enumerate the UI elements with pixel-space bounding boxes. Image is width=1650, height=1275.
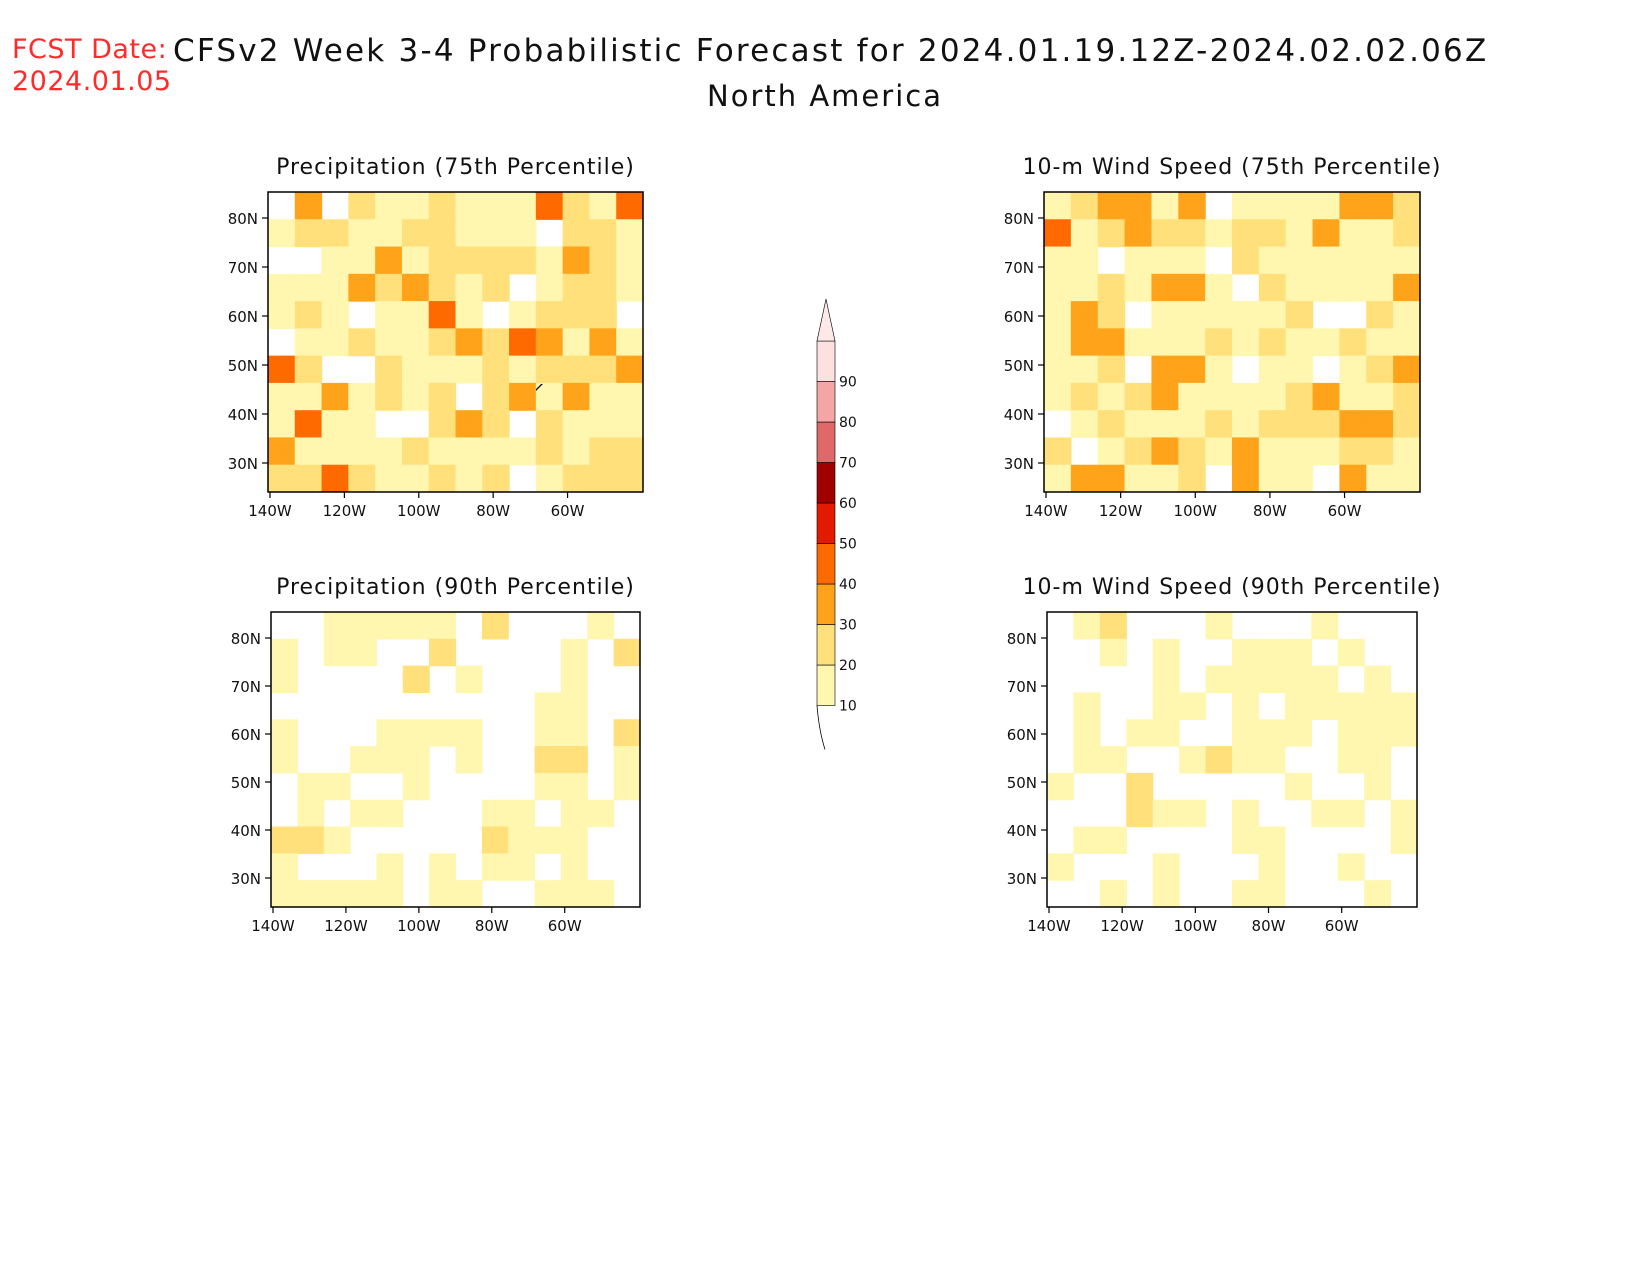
lon-label: 120W xyxy=(1099,502,1143,520)
panel-title: Precipitation (90th Percentile) xyxy=(276,575,635,600)
colorbar-label: 30 xyxy=(839,618,857,634)
colorbar-label: 60 xyxy=(839,496,857,512)
lon-label: 140W xyxy=(1027,917,1071,935)
lon-label: 60W xyxy=(1328,502,1362,520)
lon-label: 80W xyxy=(1252,917,1286,935)
lon-label: 60W xyxy=(551,502,585,520)
lat-label: 60N xyxy=(1004,308,1034,326)
colorbar-label: 40 xyxy=(839,577,857,593)
figure-subtitle: North America xyxy=(707,79,943,113)
map-frame xyxy=(270,611,641,908)
lat-label: 70N xyxy=(1007,678,1037,696)
probability-field xyxy=(1047,612,1417,907)
map-frame xyxy=(267,191,644,493)
map-frame xyxy=(1046,611,1418,908)
lat-label: 60N xyxy=(228,308,258,326)
map-panel-wind-75: 10-m Wind Speed (75th Percentile) 80N 70N 6… xyxy=(1004,155,1442,520)
lat-label: 70N xyxy=(231,678,261,696)
colorbar-label: 50 xyxy=(839,537,857,553)
colorbar-segment xyxy=(816,340,836,382)
lon-label: 60W xyxy=(1325,917,1359,935)
lat-label: 30N xyxy=(228,455,258,473)
lat-label: 50N xyxy=(1007,774,1037,792)
lon-label: 100W xyxy=(397,917,441,935)
lon-label: 100W xyxy=(397,502,441,520)
colorbar-segment xyxy=(816,381,836,423)
colorbar: 10 20 30 40 50 60 70 80 90 xyxy=(816,298,857,750)
lat-label: 40N xyxy=(231,822,261,840)
colorbar-label: 80 xyxy=(839,415,857,431)
colorbar-label: 20 xyxy=(839,658,857,674)
panel-title: Precipitation (75th Percentile) xyxy=(276,155,635,180)
lat-label: 50N xyxy=(1004,357,1034,375)
lat-label: 50N xyxy=(228,357,258,375)
lat-label: 80N xyxy=(1007,630,1037,648)
lon-label: 120W xyxy=(324,917,368,935)
colorbar-segment xyxy=(816,462,836,504)
lon-label: 100W xyxy=(1174,917,1218,935)
lon-label: 140W xyxy=(1024,502,1068,520)
colorbar-top-arrow xyxy=(816,298,836,342)
colorbar-bottom-arrow xyxy=(816,705,826,750)
lat-label: 70N xyxy=(228,259,258,277)
lat-label: 30N xyxy=(1007,870,1037,888)
lon-label: 100W xyxy=(1174,502,1218,520)
map-panel-wind-90: 10-m Wind Speed (90th Percentile) 80N 70N 6… xyxy=(1007,575,1442,935)
fcst-date-label: FCST Date: xyxy=(12,34,168,65)
lat-label: 80N xyxy=(231,630,261,648)
colorbar-segment xyxy=(816,421,836,463)
lat-label: 70N xyxy=(1004,259,1034,277)
lat-label: 60N xyxy=(231,726,261,744)
colorbar-segment xyxy=(816,502,836,544)
lat-label: 30N xyxy=(231,870,261,888)
colorbar-segment xyxy=(816,664,836,706)
lon-label: 80W xyxy=(1253,502,1287,520)
lat-label: 30N xyxy=(1004,455,1034,473)
colorbar-label: 70 xyxy=(839,456,857,472)
colorbar-segment xyxy=(816,624,836,666)
panel-title: 10-m Wind Speed (75th Percentile) xyxy=(1023,155,1442,180)
colorbar-label: 10 xyxy=(839,699,857,715)
lon-label: 140W xyxy=(248,502,292,520)
figure-title: CFSv2 Week 3-4 Probabilistic Forecast fo… xyxy=(173,33,1489,69)
lon-label: 80W xyxy=(475,917,509,935)
colorbar-label: 90 xyxy=(839,375,857,391)
lon-label: 80W xyxy=(476,502,510,520)
lat-label: 60N xyxy=(1007,726,1037,744)
lat-label: 40N xyxy=(228,406,258,424)
colorbar-segment xyxy=(816,583,836,625)
colorbar-segment xyxy=(816,543,836,585)
lon-label: 120W xyxy=(1100,917,1144,935)
probability-field xyxy=(268,192,643,492)
map-panel-precip-90: Precipitation (90th Percentile) 80N 70N 60N… xyxy=(231,575,641,935)
lat-label: 80N xyxy=(228,210,258,228)
lon-label: 140W xyxy=(251,917,295,935)
probability-field xyxy=(271,612,640,907)
lon-label: 60W xyxy=(548,917,582,935)
lon-label: 120W xyxy=(323,502,367,520)
map-panel-precip-75: Precipitation (75th Percentile) 80N 70N 60N… xyxy=(228,155,644,520)
lat-label: 40N xyxy=(1004,406,1034,424)
map-frame xyxy=(1043,191,1421,493)
lat-label: 80N xyxy=(1004,210,1034,228)
probability-field xyxy=(1044,192,1420,492)
lat-label: 50N xyxy=(231,774,261,792)
lat-label: 40N xyxy=(1007,822,1037,840)
panel-title: 10-m Wind Speed (90th Percentile) xyxy=(1023,575,1442,600)
fcst-date-value: 2024.01.05 xyxy=(12,66,172,97)
